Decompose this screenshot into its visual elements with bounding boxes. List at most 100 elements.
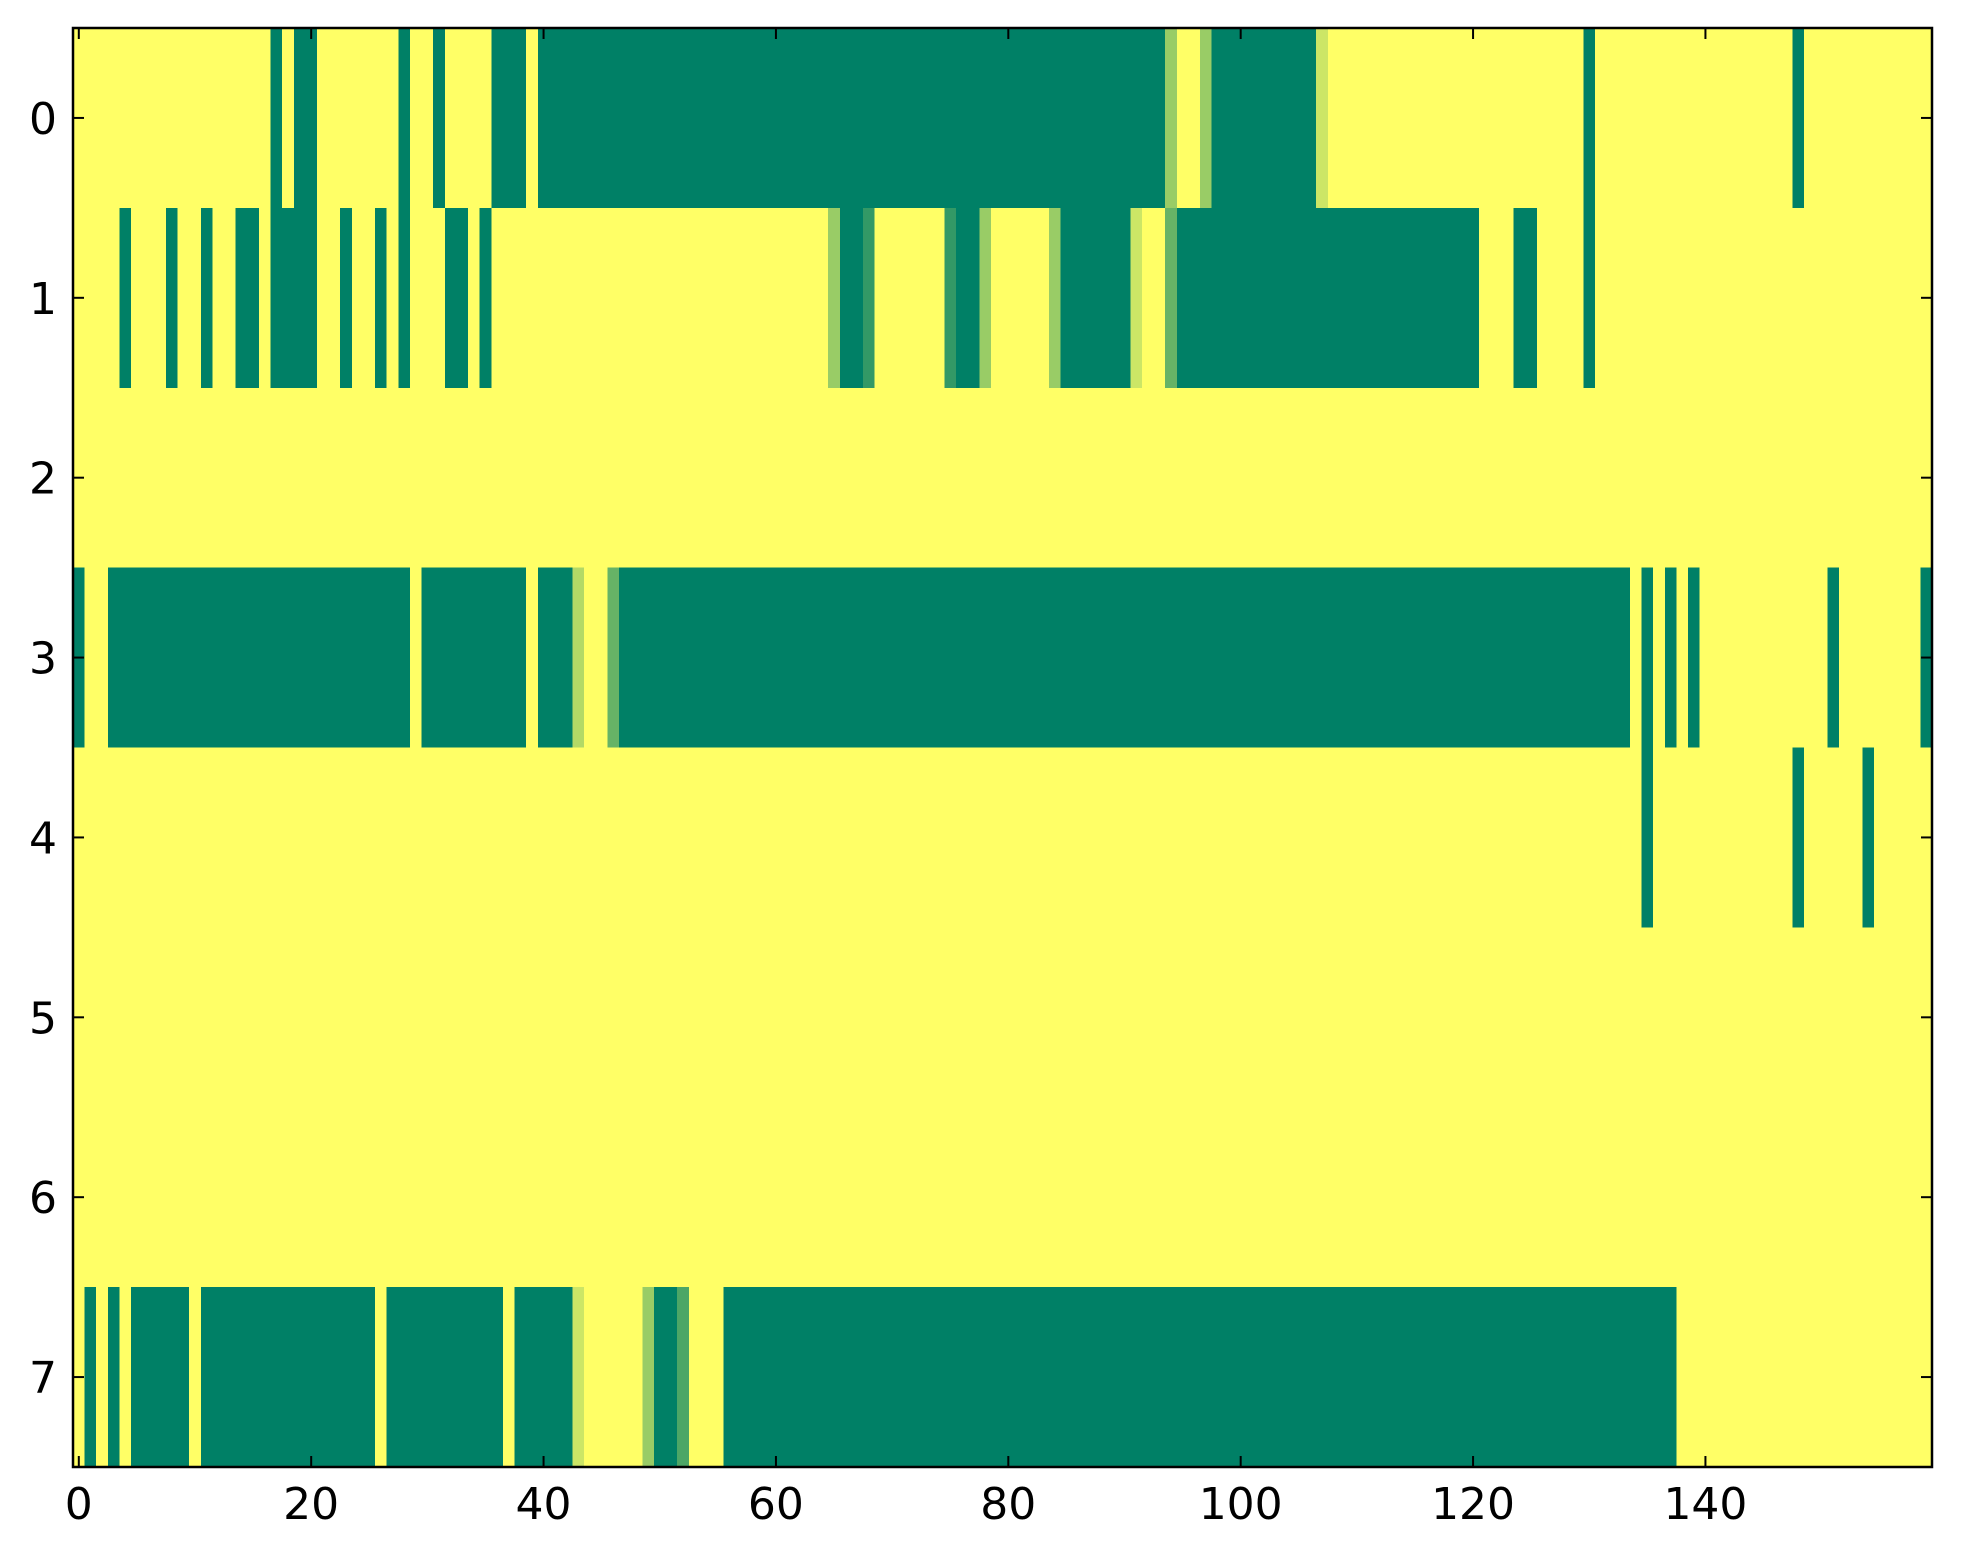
heatmap-cell bbox=[107, 747, 121, 928]
heatmap-cell bbox=[1862, 207, 1875, 389]
heatmap-cell bbox=[1246, 927, 1259, 1108]
heatmap-cell bbox=[897, 207, 911, 389]
heatmap-cell bbox=[746, 747, 760, 928]
heatmap-cell bbox=[1885, 207, 1898, 389]
heatmap-cell bbox=[909, 1107, 922, 1288]
heatmap-cell bbox=[526, 387, 539, 569]
heatmap-cell bbox=[1641, 28, 1654, 209]
heatmap-cell bbox=[1130, 747, 1143, 928]
heatmap-cell bbox=[212, 1287, 225, 1468]
heatmap-cell bbox=[1548, 1287, 1561, 1468]
heatmap-cell bbox=[340, 927, 353, 1108]
heatmap-cell bbox=[189, 387, 202, 569]
heatmap-cell bbox=[247, 747, 260, 928]
heatmap-cell bbox=[142, 567, 155, 749]
heatmap-cell bbox=[468, 28, 481, 209]
heatmap-cell bbox=[1664, 1107, 1677, 1288]
heatmap-cell bbox=[653, 1107, 667, 1288]
heatmap-cell bbox=[746, 28, 760, 209]
heatmap-cell bbox=[1432, 207, 1445, 389]
heatmap-cell bbox=[189, 927, 202, 1108]
heatmap-cell bbox=[572, 927, 585, 1108]
heatmap-cell bbox=[1618, 387, 1631, 569]
heatmap-cell bbox=[1664, 207, 1677, 389]
heatmap-cell bbox=[1025, 387, 1038, 569]
heatmap-cell bbox=[363, 28, 376, 209]
heatmap-cell bbox=[1037, 28, 1050, 209]
heatmap-cell bbox=[282, 747, 295, 928]
heatmap-cell bbox=[398, 1107, 411, 1288]
heatmap-cell bbox=[990, 567, 1004, 749]
heatmap-cell bbox=[560, 567, 574, 749]
heatmap-cell bbox=[688, 927, 702, 1108]
heatmap-cell bbox=[1792, 207, 1805, 389]
heatmap-cell bbox=[247, 1287, 260, 1468]
heatmap-cell bbox=[1815, 747, 1829, 928]
heatmap-cell bbox=[1327, 207, 1341, 389]
heatmap-cell bbox=[1455, 747, 1468, 928]
heatmap-cell bbox=[293, 567, 306, 749]
heatmap-cell bbox=[909, 387, 922, 569]
heatmap-cell bbox=[84, 207, 97, 389]
heatmap-cell bbox=[700, 387, 713, 569]
heatmap-cell bbox=[386, 927, 399, 1108]
heatmap-cell bbox=[1513, 747, 1526, 928]
heatmap-cell bbox=[1327, 1287, 1341, 1468]
heatmap-cell bbox=[1780, 747, 1794, 928]
heatmap-cell bbox=[1200, 28, 1213, 209]
heatmap-cell bbox=[1722, 747, 1736, 928]
heatmap-cell bbox=[1397, 387, 1410, 569]
heatmap-cell bbox=[897, 387, 911, 569]
heatmap-cell bbox=[1014, 927, 1027, 1108]
heatmap-cell bbox=[328, 28, 341, 209]
heatmap-cell bbox=[444, 567, 458, 749]
heatmap-cell bbox=[1536, 1287, 1550, 1468]
heatmap-cell bbox=[1722, 28, 1736, 209]
heatmap-cell bbox=[1525, 1107, 1538, 1288]
heatmap-cell bbox=[409, 1107, 423, 1288]
heatmap-cell bbox=[1722, 387, 1736, 569]
heatmap-cell bbox=[1699, 28, 1712, 209]
heatmap-cell bbox=[305, 387, 318, 569]
heatmap-cell bbox=[1118, 207, 1131, 389]
heatmap-cell bbox=[1420, 567, 1433, 749]
heatmap-cell bbox=[584, 387, 597, 569]
heatmap-cell bbox=[549, 1287, 562, 1468]
heatmap-cell bbox=[200, 28, 214, 209]
heatmap-cell bbox=[1548, 1107, 1561, 1288]
heatmap-cell bbox=[224, 28, 237, 209]
heatmap-cell bbox=[863, 567, 876, 749]
heatmap-cell bbox=[1188, 1287, 1201, 1468]
heatmap-cell bbox=[1223, 28, 1236, 209]
heatmap-cell bbox=[398, 207, 411, 389]
heatmap-cell bbox=[1176, 567, 1189, 749]
heatmap-cell bbox=[1815, 1107, 1829, 1288]
heatmap-cell bbox=[1641, 1287, 1654, 1468]
heatmap-cell bbox=[1385, 567, 1399, 749]
heatmap-cell bbox=[758, 927, 771, 1108]
heatmap-cell bbox=[177, 1287, 190, 1468]
heatmap-cell bbox=[1746, 387, 1759, 569]
heatmap-cell bbox=[607, 747, 620, 928]
heatmap-cell bbox=[1595, 1107, 1608, 1288]
heatmap-cell bbox=[1409, 1287, 1422, 1468]
heatmap-cell bbox=[1165, 387, 1178, 569]
heatmap-cell bbox=[1420, 387, 1433, 569]
heatmap-cell bbox=[1234, 387, 1248, 569]
heatmap-cell bbox=[921, 747, 934, 928]
heatmap-cell bbox=[1839, 927, 1852, 1108]
heatmap-cell bbox=[1362, 1107, 1375, 1288]
heatmap-cell bbox=[1560, 1107, 1573, 1288]
heatmap-cell bbox=[1606, 927, 1619, 1108]
heatmap-cell bbox=[1862, 28, 1875, 209]
heatmap-cell bbox=[1629, 1107, 1643, 1288]
heatmap-cell bbox=[642, 1107, 655, 1288]
heatmap-cell bbox=[84, 387, 97, 569]
heatmap-cell bbox=[433, 747, 446, 928]
heatmap-cell bbox=[107, 927, 121, 1108]
heatmap-cell bbox=[990, 207, 1004, 389]
heatmap-cell bbox=[1536, 28, 1550, 209]
heatmap-cell bbox=[1699, 207, 1712, 389]
heatmap-cell bbox=[1583, 28, 1596, 209]
heatmap-cell bbox=[224, 1287, 237, 1468]
